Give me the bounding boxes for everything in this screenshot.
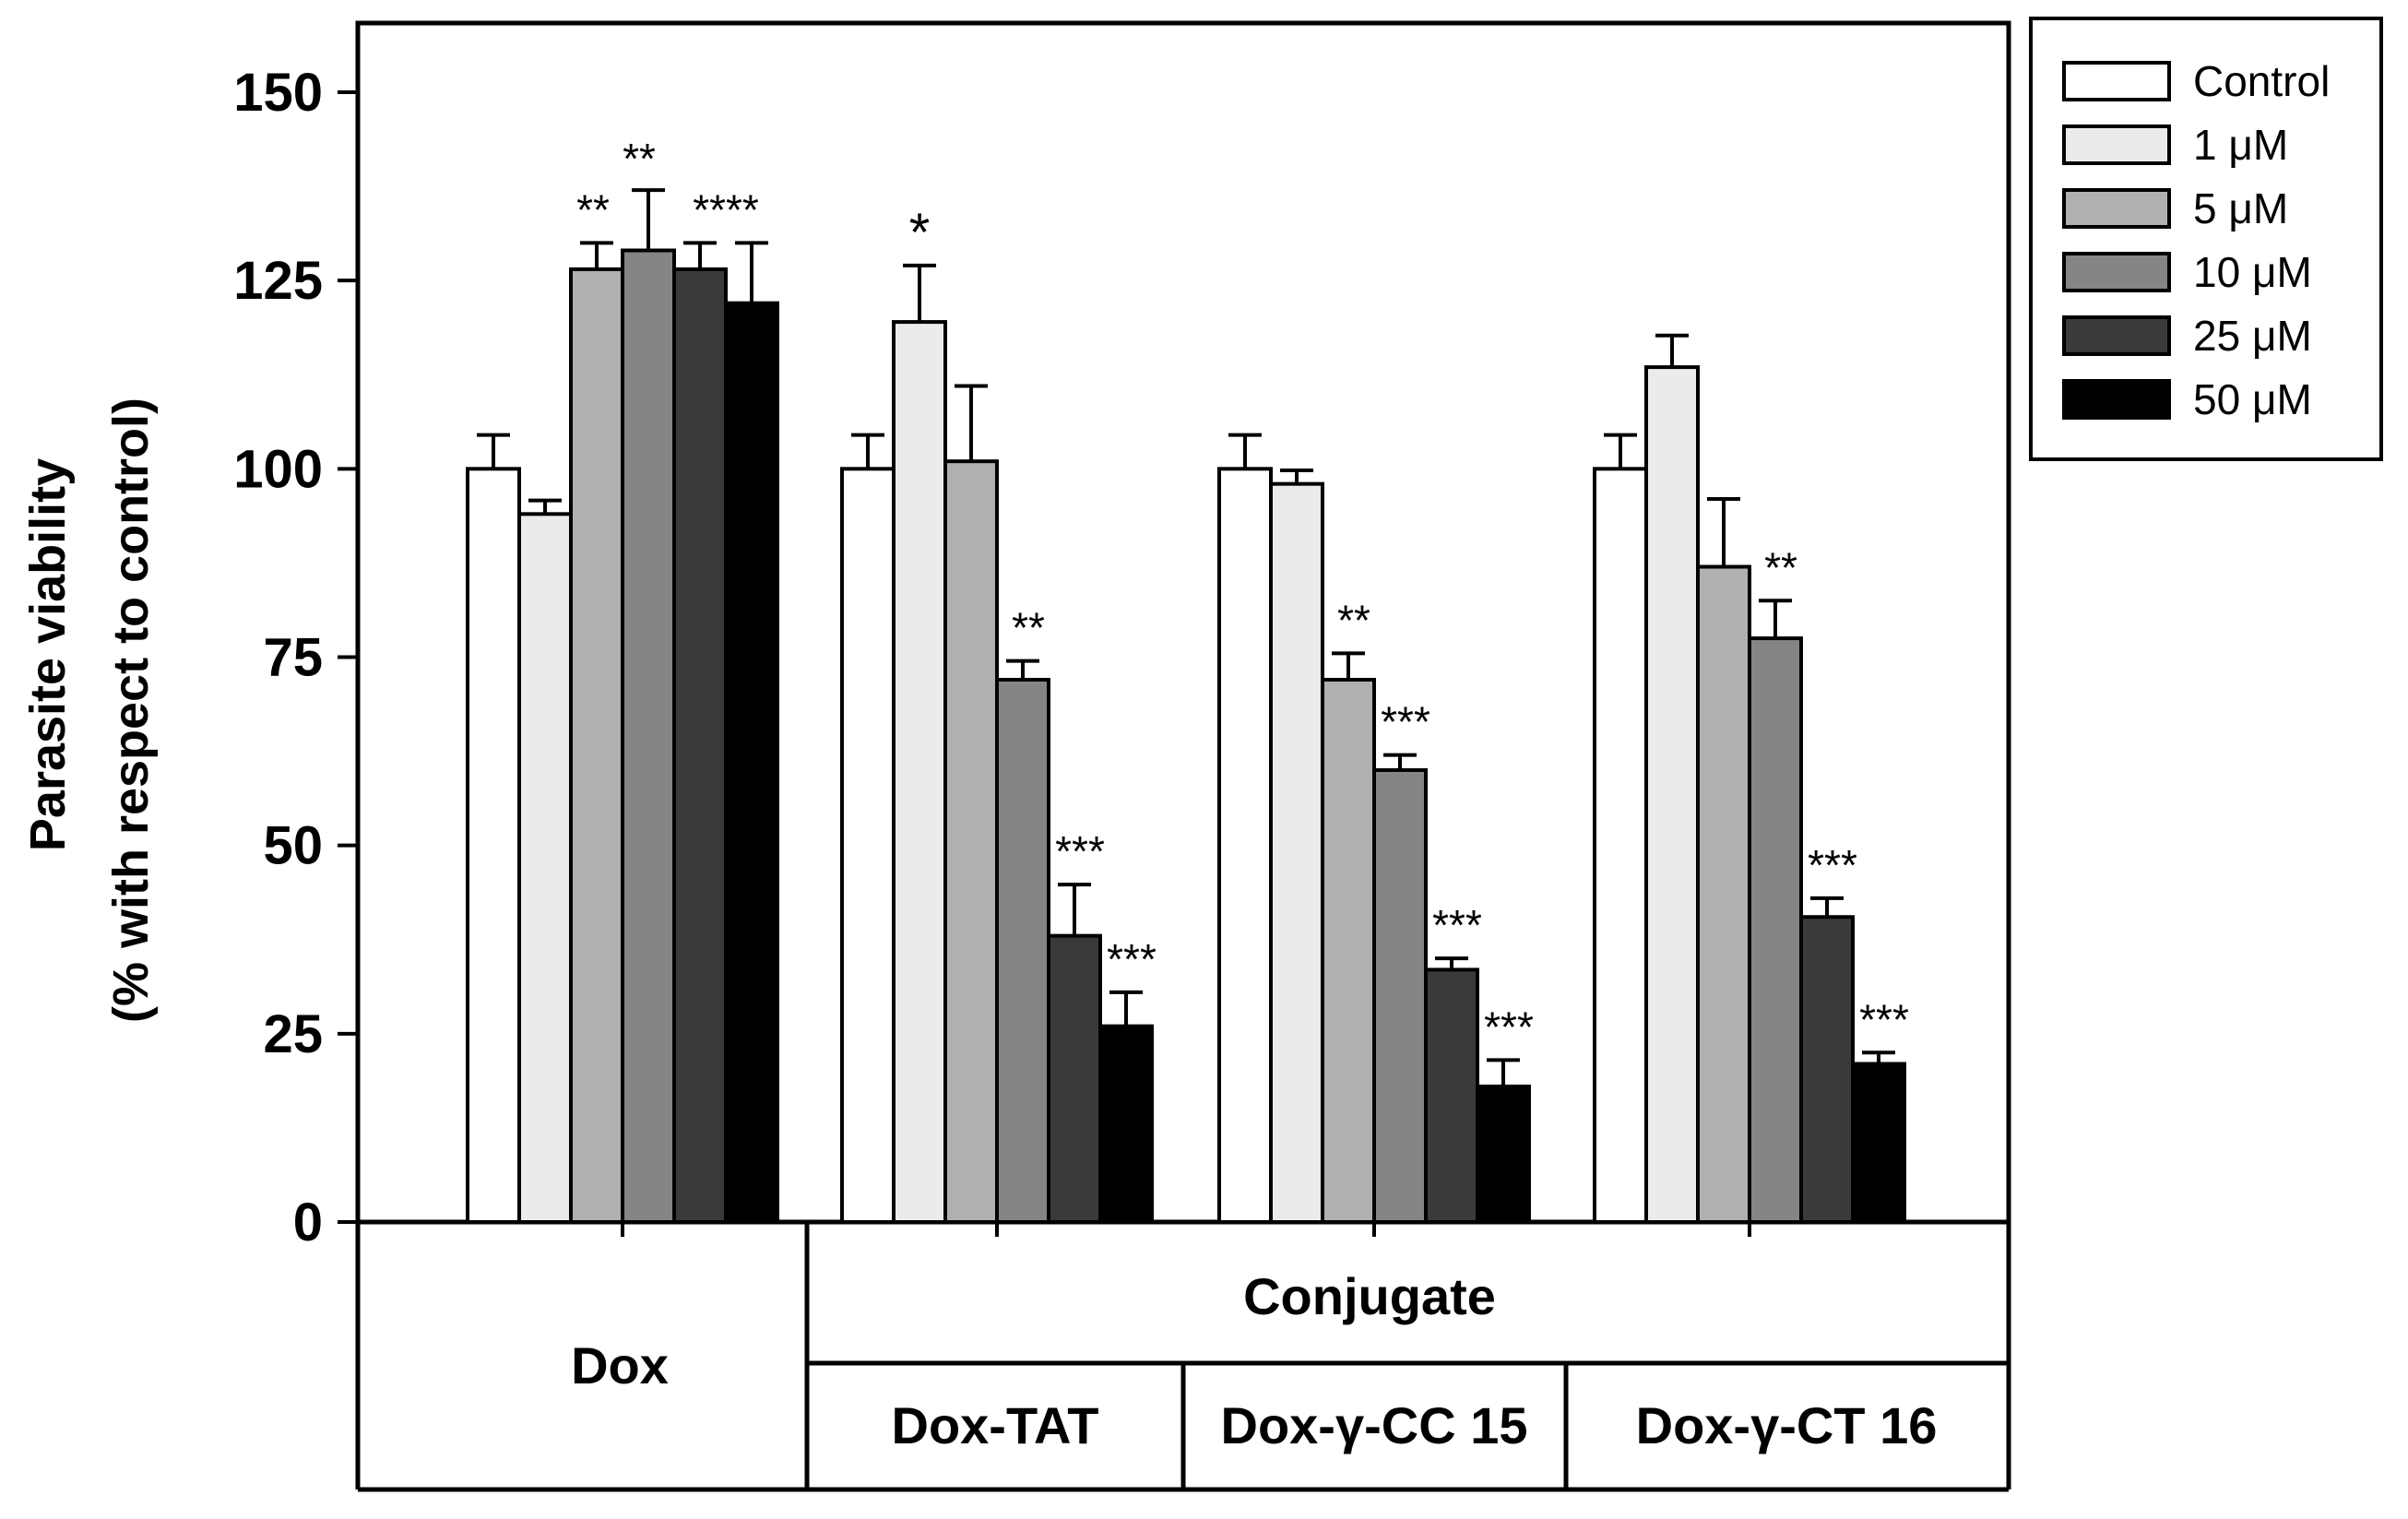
category-label: Dox-γ-CT 16	[1636, 1396, 1938, 1454]
bar	[1696, 564, 1751, 1224]
y-axis-label-line-2: (% with respect to control)	[103, 398, 159, 1023]
legend-item: 50 μM	[2062, 375, 2312, 423]
legend-label: 50 μM	[2193, 375, 2312, 423]
legend-label: 1 μM	[2193, 121, 2288, 169]
significance-marker: ***	[1484, 1003, 1534, 1050]
bar	[724, 301, 779, 1224]
bar	[1372, 768, 1428, 1224]
bar	[1476, 1085, 1531, 1224]
significance-marker: **	[1337, 596, 1370, 644]
legend-item: 1 μM	[2062, 121, 2288, 169]
bar	[1748, 636, 1803, 1224]
significance-marker: ****	[693, 185, 759, 233]
category-table: Dox Conjugate Dox-TAT Dox-γ-CC 15 Dox-γ-CT 1…	[355, 1222, 2011, 1492]
legend-label: Control	[2193, 57, 2330, 105]
bar	[1321, 678, 1376, 1224]
significance-marker: **	[576, 185, 610, 233]
legend: Control 1 μM 5 μM 10 μM 25 μM 50 μM	[2029, 17, 2383, 461]
plot-border	[355, 20, 2011, 1225]
legend-item: 10 μM	[2062, 248, 2312, 296]
bar	[466, 467, 521, 1225]
category-label: Dox-TAT	[892, 1396, 1099, 1454]
bar	[943, 459, 999, 1224]
legend-label: 25 μM	[2193, 312, 2312, 360]
bar	[621, 248, 676, 1224]
significance-marker: ***	[1107, 935, 1157, 983]
bar	[1269, 481, 1324, 1224]
y-tick-label: 75	[263, 628, 323, 688]
bar	[1851, 1062, 1906, 1224]
bar-group	[1593, 333, 1906, 1225]
significance-marker: ***	[1859, 995, 1909, 1043]
y-tick-label: 100	[233, 439, 323, 499]
legend-swatch	[2062, 379, 2171, 420]
bar	[1424, 967, 1479, 1224]
bar	[1217, 467, 1273, 1225]
y-tick-label: 25	[263, 1004, 323, 1064]
bar	[672, 267, 728, 1225]
bar-group	[840, 263, 1154, 1225]
category-group-label: Conjugate	[1243, 1267, 1496, 1325]
bars	[466, 188, 1906, 1225]
bar	[892, 320, 947, 1225]
y-axis-label: Parasite viability (% with respect to co…	[20, 398, 159, 1023]
legend-label: 5 μM	[2193, 184, 2288, 232]
significance-marker: **	[623, 135, 656, 183]
significance-marker: **	[1764, 543, 1797, 591]
significance-marker: ***	[1381, 698, 1430, 746]
legend-swatch	[2062, 61, 2171, 101]
y-tick-label: 0	[293, 1193, 323, 1252]
legend-item: 25 μM	[2062, 312, 2312, 360]
plot-frame	[355, 20, 2011, 1225]
legend-label: 10 μM	[2193, 248, 2312, 296]
bar	[1644, 365, 1700, 1225]
bar	[1098, 1024, 1154, 1224]
bar-group	[1217, 433, 1531, 1225]
bar	[569, 267, 624, 1225]
y-tick-label: 125	[233, 251, 323, 311]
significance-marker: ***	[1808, 841, 1857, 889]
bar	[840, 467, 896, 1225]
legend-item: Control	[2062, 57, 2330, 105]
bar	[1799, 915, 1855, 1224]
bar	[1593, 467, 1648, 1225]
bar	[995, 678, 1050, 1224]
significance-marker: **	[1012, 604, 1045, 652]
category-label: Dox	[571, 1336, 669, 1394]
y-tick-label: 50	[263, 816, 323, 876]
legend-swatch	[2062, 125, 2171, 165]
significance-annotations: ************************************	[576, 135, 1909, 1050]
y-tick-label: 150	[233, 63, 323, 123]
significance-marker: ***	[1432, 901, 1482, 949]
bar	[1047, 933, 1102, 1225]
bar-group	[466, 188, 779, 1225]
y-axis-label-line-1: Parasite viability	[20, 458, 76, 851]
significance-marker: ***	[1055, 827, 1105, 875]
legend-swatch	[2062, 315, 2171, 356]
legend-swatch	[2062, 252, 2171, 292]
bar	[517, 512, 573, 1224]
significance-marker: *	[909, 203, 931, 263]
legend-item: 5 μM	[2062, 184, 2288, 232]
legend-swatch	[2062, 188, 2171, 229]
y-axis: 0 25 50 75 100 125 150	[233, 63, 358, 1252]
category-label: Dox-γ-CC 15	[1221, 1396, 1528, 1454]
